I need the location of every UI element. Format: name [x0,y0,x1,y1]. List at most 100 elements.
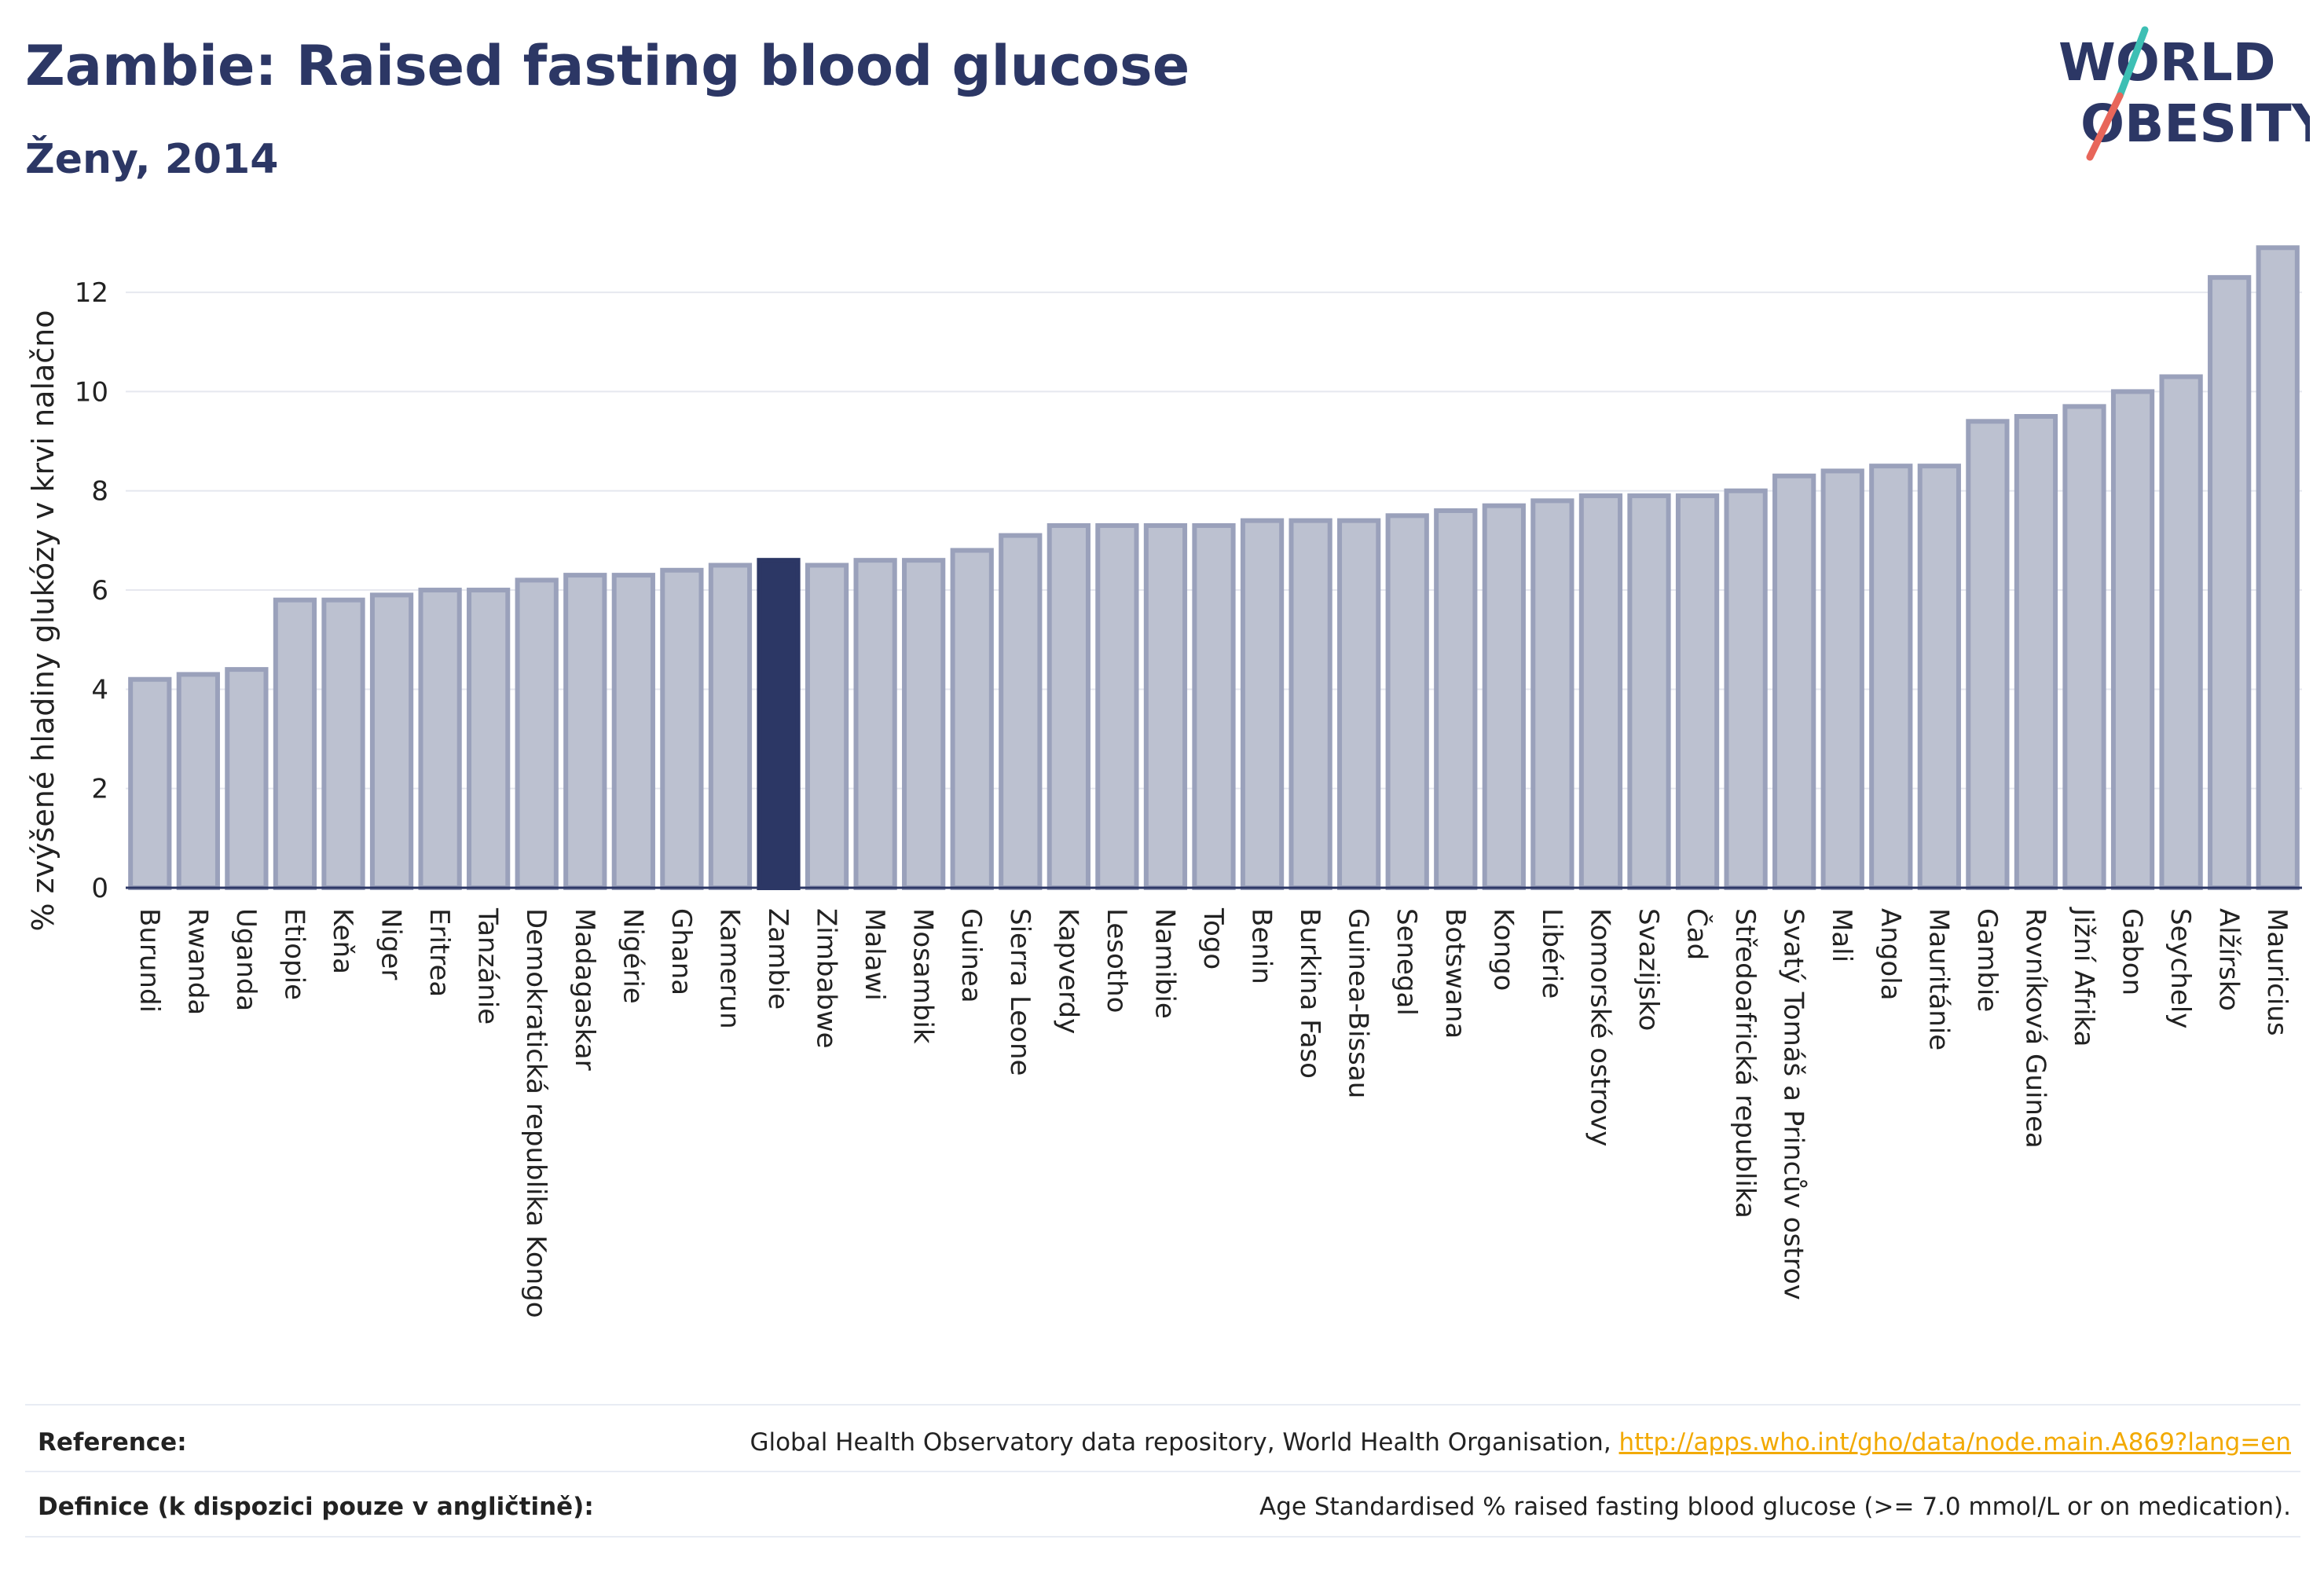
y-tick-label: 6 [91,575,108,607]
x-category-label: Namibie [1149,908,1180,1019]
bar[interactable] [176,672,220,891]
bar[interactable] [2014,414,2058,890]
logo-slash-top [2116,26,2149,100]
bar[interactable] [1917,464,1961,890]
bar[interactable] [273,597,317,890]
x-category-label: Uganda [230,908,262,1011]
bar[interactable] [1385,513,1429,890]
x-category-label: Zambie [762,908,794,1010]
footer-divider-top [25,1404,2300,1406]
bar[interactable] [805,563,849,890]
bar[interactable] [708,563,753,890]
bar[interactable] [999,533,1043,890]
bar[interactable] [1869,464,1913,890]
x-category-label: Keňa [327,908,358,974]
bar[interactable] [128,676,172,890]
x-category-label: Jižní Afrika [2068,907,2099,1047]
x-category-label: Zimbabwe [811,908,842,1049]
y-tick-label: 4 [91,674,108,706]
y-axis-ticks: 0 2 4 6 8 10 12 [75,277,108,904]
bar[interactable] [225,667,269,891]
bar[interactable] [1047,522,1091,891]
bar[interactable] [1482,503,1526,890]
footer-definition-row: Definice (k dispozici pouze v angličtině… [38,1479,2291,1535]
x-category-label: Mosambik [907,908,939,1044]
x-category-label: Rovníková Guinea [2019,908,2051,1149]
x-category-label: Malawi [859,908,890,1001]
footer-divider-bottom [25,1536,2300,1538]
bar[interactable] [1966,419,2010,890]
bars [128,245,2300,891]
bar[interactable] [950,548,994,890]
bar[interactable] [1337,518,1381,890]
chart-subtitle: Ženy, 2014 [25,136,279,183]
y-tick-label: 8 [91,476,108,508]
bar[interactable] [1627,493,1671,890]
x-category-label: Sierra Leone [1004,908,1036,1076]
bar[interactable] [1288,518,1332,890]
bar[interactable] [1578,493,1623,890]
reference-value: Global Health Observatory data repositor… [750,1428,2291,1457]
x-category-label: Lesotho [1101,908,1132,1013]
x-category-label: Burundi [134,908,165,1013]
bar[interactable] [660,567,704,891]
x-category-label: Kongo [1487,908,1519,991]
y-tick-label: 2 [91,774,108,805]
bar[interactable] [853,558,897,890]
x-category-label: Eritrea [423,908,455,997]
x-category-label: Gabon [2117,908,2148,995]
bar[interactable] [2062,404,2106,890]
x-category-label: Benin [1246,908,1277,984]
bar[interactable] [2159,374,2203,890]
x-category-label: Togo [1197,907,1229,969]
x-category-label: Tanzánie [472,907,504,1024]
bar[interactable] [2208,275,2252,890]
x-category-label: Demokratická republika Kongo [520,908,552,1318]
definition-text: Age Standardised % raised fasting blood … [1259,1493,2291,1521]
world-obesity-logo[interactable]: WORLD OBESITY [2043,24,2310,173]
x-axis-category-labels: Burundi Rwanda Uganda Etiopie Keňa Niger Eritr… [134,907,2293,1318]
bar[interactable] [515,577,559,891]
x-category-label: Svazijsko [1633,908,1664,1031]
bar-chart: 0 2 4 6 8 10 12 % zvýšené hladiny glukózy v kr… [26,245,2302,1318]
bar-highlighted[interactable] [757,558,801,890]
bar[interactable] [321,597,365,890]
x-category-label: Komorské ostrovy [1584,908,1615,1146]
bar[interactable] [902,558,946,890]
bar[interactable] [1675,493,1720,890]
bar[interactable] [1530,498,1574,890]
chart-title: Zambie: Raised fasting blood glucose [25,34,1190,98]
bar[interactable] [563,573,607,891]
bar[interactable] [1095,522,1139,891]
reference-text: Global Health Observatory data repositor… [750,1428,1619,1457]
bar[interactable] [2110,389,2155,890]
x-category-label: Niger [376,908,407,980]
bar[interactable] [467,588,511,890]
bar[interactable] [1820,468,1864,890]
bar[interactable] [418,588,462,890]
bar[interactable] [1240,518,1285,890]
y-tick-label: 12 [75,277,108,309]
x-category-label: Guinea [955,908,987,1003]
x-category-label: Libérie [1536,908,1567,999]
x-category-label: Seychely [2165,908,2196,1028]
bar[interactable] [1192,522,1236,891]
x-category-label: Mali [1826,908,1857,962]
definition-label: Definice (k dispozici pouze v angličtině… [38,1493,594,1521]
x-category-label: Senegal [1391,908,1422,1016]
bar[interactable] [1724,488,1768,890]
bar[interactable] [1143,522,1188,891]
x-category-label: Kapverdy [1052,908,1083,1034]
bar[interactable] [369,592,414,890]
x-category-label: Botswana [1439,908,1471,1039]
bar[interactable] [1772,473,1816,890]
x-category-label: Svatý Tomáš a Princův ostrov [1778,908,1809,1300]
reference-link[interactable]: http://apps.who.int/gho/data/node.main.A… [1618,1428,2291,1457]
x-category-label: Středoafrická republika [1729,908,1761,1219]
bar[interactable] [2256,245,2300,890]
x-category-label: Mauricius [2261,908,2293,1036]
bar[interactable] [611,573,655,891]
bar[interactable] [1434,508,1478,890]
x-category-label: Angola [1875,908,1906,1000]
x-category-label: Mauritánie [1923,908,1954,1050]
